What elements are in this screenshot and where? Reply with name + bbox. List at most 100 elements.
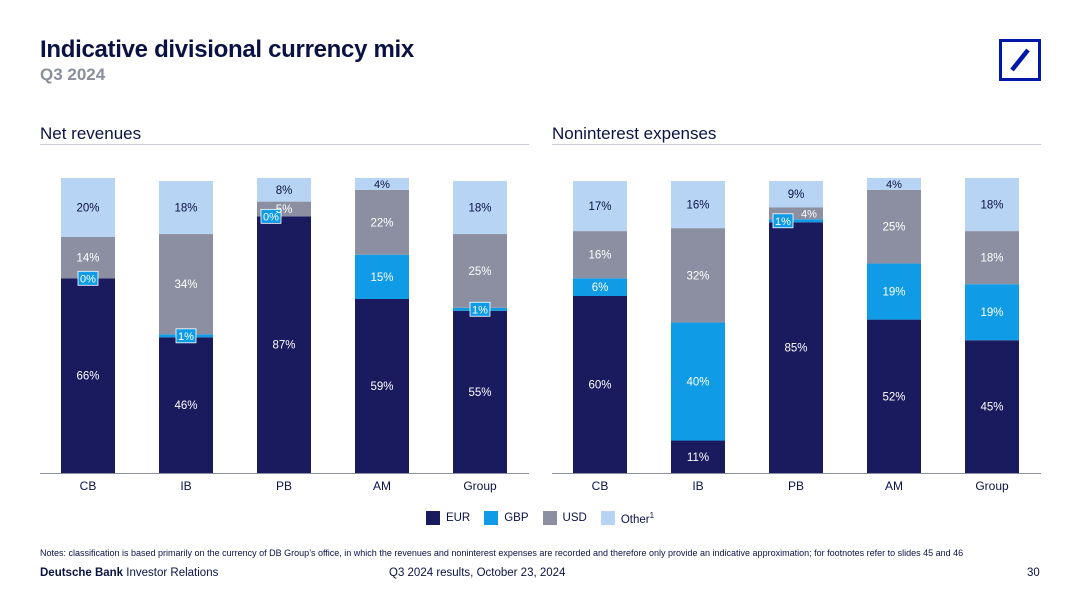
bar-noninterest-expenses-ib-eur [671, 440, 725, 473]
bar-label-tag-net-revenues-ib [175, 328, 197, 344]
legend-item-usd: USD [542, 511, 587, 526]
bar-label-net-revenues-cb-other: 20% [76, 203, 99, 215]
footer-brand-bold: Deutsche Bank [40, 567, 124, 579]
tick-label-net-revenues-pb: PB [276, 479, 292, 493]
bar-net-revenues-cb-eur [61, 278, 115, 473]
bar-label-net-revenues-am-usd: 22% [370, 217, 393, 229]
bar-noninterest-expenses-cb-other [573, 180, 627, 232]
bar-label-noninterest-expenses-group-usd: 18% [980, 253, 1003, 265]
legend-swatch-gbp [484, 511, 499, 526]
bar-label-net-revenues-pb-other: 8% [276, 185, 293, 197]
nonint-expenses-chart: 60% 6% 16% 17% CB 11% 40% 32% 16% IB 85% 1% 4% 9% PB 52… [552, 178, 1041, 493]
bar-noninterest-expenses-group-eur [965, 340, 1019, 473]
tick-label-noninterest-expenses-ib: IB [692, 479, 703, 493]
net-revenues-title: Net revenues [40, 124, 142, 143]
bar-noninterest-expenses-group-other [965, 178, 1019, 232]
legend-item-eur: EUR [425, 511, 471, 526]
bar-noninterest-expenses-ib-usd [671, 228, 725, 323]
bar-noninterest-expenses-am-usd [867, 189, 921, 264]
bar-label-noninterest-expenses-group-gbp: 19% [980, 307, 1003, 319]
bar-label-net-revenues-ib-usd: 34% [174, 279, 197, 291]
legend-label-other: Other1 [621, 511, 654, 526]
bar-label-net-revenues-am-other: 4% [374, 179, 390, 191]
bar-label-noninterest-expenses-cb-other: 17% [588, 201, 611, 213]
bar-label-net-revenues-am-gbp: 15% [370, 272, 393, 284]
net-revenues-rule [40, 144, 529, 145]
bar-label-net-revenues-group-eur: 55% [468, 387, 491, 399]
bar-noninterest-expenses-cb-eur [573, 296, 627, 473]
bar-label-noninterest-expenses-ib-eur: 11% [687, 452, 709, 464]
bar-net-revenues-pb-other [257, 178, 311, 202]
bar-net-revenues-cb-other [61, 178, 115, 237]
bar-noninterest-expenses-cb-usd [573, 231, 627, 279]
bar-net-revenues-am-usd [355, 189, 409, 255]
bar-label-net-revenues-group-other: 18% [468, 203, 491, 215]
tick-label-noninterest-expenses-am: AM [885, 479, 903, 493]
nonint-expenses-rule [552, 144, 1041, 145]
tick-label-net-revenues-group: Group [463, 479, 497, 493]
legend-label-other-text: Other [620, 513, 650, 526]
bar-noninterest-expenses-group-gbp [965, 284, 1019, 341]
bar-label-noninterest-expenses-cb-eur: 60% [588, 380, 611, 392]
nonint-expenses-title: Noninterest expenses [552, 124, 717, 143]
bar-noninterest-expenses-pb-gbp [769, 219, 823, 223]
bar-label-net-revenues-pb-eur: 87% [272, 340, 295, 352]
bar-noninterest-expenses-am-eur [867, 319, 921, 473]
chart-legend: EUR GBP USD Other1 [0, 511, 1080, 526]
bar-label-noninterest-expenses-ib-other: 16% [686, 200, 709, 212]
bar-net-revenues-ib-usd [159, 234, 213, 335]
legend-label-eur: EUR [445, 512, 471, 525]
bar-label-noninterest-expenses-cb-usd: 16% [588, 250, 611, 262]
bar-label-noninterest-expenses-am-other: 4% [886, 179, 902, 191]
bar-net-revenues-pb-eur [257, 216, 311, 473]
deutsche-bank-logo-icon [999, 39, 1041, 81]
bar-label-noninterest-expenses-am-gbp: 19% [882, 287, 905, 299]
bar-label-tag-net-revenues-pb [260, 208, 282, 224]
bar-label-net-revenues-am-eur: 59% [370, 381, 393, 393]
bar-net-revenues-group-other [453, 180, 507, 235]
bar-label-noninterest-expenses-pb-other: 9% [788, 189, 805, 201]
bar-label-noninterest-expenses-group-other: 18% [980, 200, 1003, 212]
tick-label-noninterest-expenses-group: Group [975, 479, 1009, 493]
bar-net-revenues-am-other [355, 178, 409, 190]
tick-label-net-revenues-ib: IB [180, 479, 191, 493]
legend-label-gbp: GBP [504, 512, 529, 525]
legend-swatch-eur [425, 511, 440, 526]
bar-label-net-revenues-ib-other: 18% [174, 203, 197, 215]
tick-label-net-revenues-am: AM [373, 479, 391, 493]
bar-label-net-revenues-ib-gbp: 1% [178, 331, 194, 343]
bar-label-noninterest-expenses-pb-usd: 4% [801, 208, 817, 220]
bar-noninterest-expenses-ib-other [671, 180, 725, 229]
bar-net-revenues-ib-eur [159, 337, 213, 473]
bar-noninterest-expenses-am-gbp [867, 263, 921, 320]
bar-label-noninterest-expenses-ib-gbp: 40% [686, 377, 709, 389]
tick-label-noninterest-expenses-pb: PB [788, 479, 804, 493]
footer-brand-rest: Investor Relations [126, 567, 219, 579]
bar-label-noninterest-expenses-am-usd: 25% [882, 222, 905, 234]
legend-swatch-usd [542, 511, 557, 526]
bar-label-noninterest-expenses-group-eur: 45% [980, 402, 1003, 414]
page-subtitle: Q3 2024 [40, 65, 106, 84]
legend-item-gbp: GBP [484, 511, 529, 526]
bar-noninterest-expenses-cb-gbp [573, 278, 627, 296]
bar-label-net-revenues-ib-eur: 46% [174, 400, 197, 412]
bar-label-net-revenues-cb-eur: 66% [76, 371, 99, 383]
legend-item-other: Other1 [600, 511, 654, 526]
bar-label-net-revenues-cb-gbp: 0% [80, 273, 96, 285]
footnote-marker: 1 [649, 511, 655, 520]
bar-net-revenues-group-eur [453, 310, 507, 473]
bar-noninterest-expenses-group-usd [965, 231, 1019, 285]
footnote-text: Notes: classification is based primarily… [40, 548, 964, 558]
bar-label-noninterest-expenses-am-eur: 52% [882, 391, 905, 403]
bar-net-revenues-am-gbp [355, 254, 409, 299]
page-title: Indicative divisional currency mix [40, 36, 414, 63]
legend-label-usd: USD [562, 512, 587, 525]
bar-label-net-revenues-cb-usd: 14% [76, 253, 99, 265]
bar-net-revenues-am-eur [355, 298, 409, 473]
bar-label-noninterest-expenses-ib-usd: 32% [686, 270, 709, 282]
page-number: 30 [1027, 567, 1040, 579]
bar-noninterest-expenses-pb-other [769, 180, 823, 208]
bar-label-net-revenues-pb-usd: 5% [276, 204, 293, 216]
bar-label-net-revenues-group-usd: 25% [468, 266, 491, 278]
bar-label-net-revenues-group-gbp: 1% [472, 304, 488, 316]
